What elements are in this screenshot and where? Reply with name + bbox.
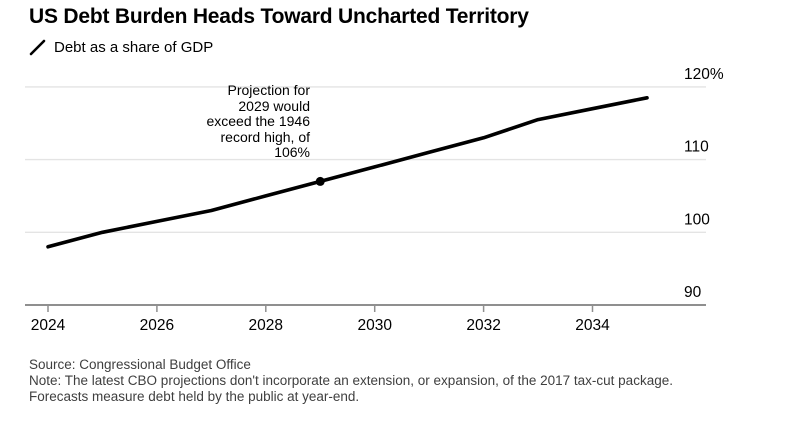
x-tick-label-2032: 2032: [466, 317, 500, 334]
x-tick-label-2024: 2024: [31, 317, 66, 334]
x-tick-label-2030: 2030: [357, 317, 392, 334]
footer: Source: Congressional Budget Office Note…: [29, 357, 681, 405]
debt-share-of-gdp-line: [46, 96, 649, 249]
legend-label: Debt as a share of GDP: [54, 39, 214, 56]
y-tick-label-100: 100: [684, 211, 710, 228]
legend: Debt as a share of GDP: [29, 39, 213, 56]
y-tick-label-90: 90: [684, 284, 702, 301]
y-tick-label-120: 120%: [684, 66, 724, 83]
projection-annotation: Projection for 2029 would exceed the 194…: [206, 82, 310, 161]
y-tick-label-110: 110: [684, 139, 709, 156]
line-series-legend-icon: [29, 39, 46, 56]
projection-2029-marker: [315, 176, 325, 186]
x-tick-label-2034: 2034: [575, 317, 610, 334]
source-note: Source: Congressional Budget Office: [29, 357, 251, 372]
chart-title: US Debt Burden Heads Toward Uncharted Te…: [29, 5, 529, 28]
x-tick-label-2028: 2028: [249, 317, 283, 334]
x-tick-label-2026: 2026: [140, 317, 174, 334]
methodology-note: Note: The latest CBO projections don't i…: [29, 373, 673, 404]
